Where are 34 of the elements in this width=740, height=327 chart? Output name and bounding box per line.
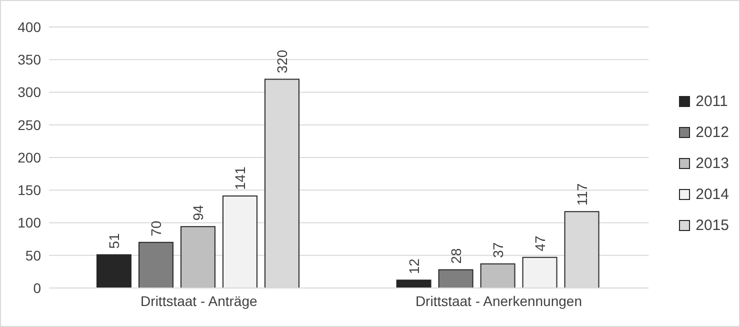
y-tick-label: 300 bbox=[18, 84, 42, 100]
legend-label: 2015 bbox=[696, 217, 729, 234]
bar bbox=[396, 280, 432, 288]
y-tick-label: 0 bbox=[33, 280, 42, 296]
data-label: 117 bbox=[574, 183, 590, 206]
data-label: 94 bbox=[190, 204, 206, 221]
bar bbox=[96, 254, 132, 288]
data-label: 12 bbox=[406, 258, 422, 274]
y-tick-label: 400 bbox=[18, 18, 42, 35]
data-label: 70 bbox=[148, 220, 164, 236]
legend-label: 2011 bbox=[696, 93, 728, 110]
y-tick-label: 250 bbox=[18, 116, 42, 133]
bar bbox=[480, 263, 516, 288]
bar bbox=[180, 226, 216, 288]
bar bbox=[438, 269, 474, 288]
data-label: 28 bbox=[448, 248, 464, 264]
x-tick-label: Drittstaat - Anerkennungen bbox=[415, 292, 582, 309]
legend-label: 2012 bbox=[696, 124, 729, 141]
y-tick-label: 100 bbox=[18, 214, 42, 231]
bar bbox=[222, 196, 258, 288]
y-tick-label: 150 bbox=[18, 182, 42, 198]
bar bbox=[138, 242, 174, 288]
data-label: 51 bbox=[106, 232, 122, 249]
bar bbox=[522, 256, 558, 288]
x-tick-label: Drittstaat - Anträge bbox=[140, 292, 258, 309]
legend-label: 2013 bbox=[696, 155, 729, 172]
legend-label: 2014 bbox=[696, 186, 729, 203]
data-label: 47 bbox=[532, 236, 548, 252]
y-tick-label: 200 bbox=[18, 149, 42, 166]
y-tick-label: 50 bbox=[25, 247, 42, 264]
data-label: 141 bbox=[232, 166, 248, 190]
data-label: 320 bbox=[274, 50, 290, 74]
y-tick-label: 350 bbox=[18, 52, 42, 68]
data-label: 37 bbox=[490, 242, 506, 258]
